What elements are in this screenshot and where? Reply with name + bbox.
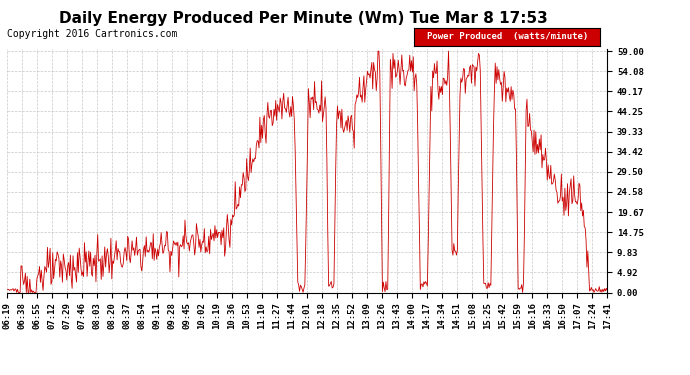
Text: Daily Energy Produced Per Minute (Wm) Tue Mar 8 17:53: Daily Energy Produced Per Minute (Wm) Tu… [59,11,548,26]
Text: Copyright 2016 Cartronics.com: Copyright 2016 Cartronics.com [7,29,177,39]
Text: Power Produced  (watts/minute): Power Produced (watts/minute) [426,32,588,41]
